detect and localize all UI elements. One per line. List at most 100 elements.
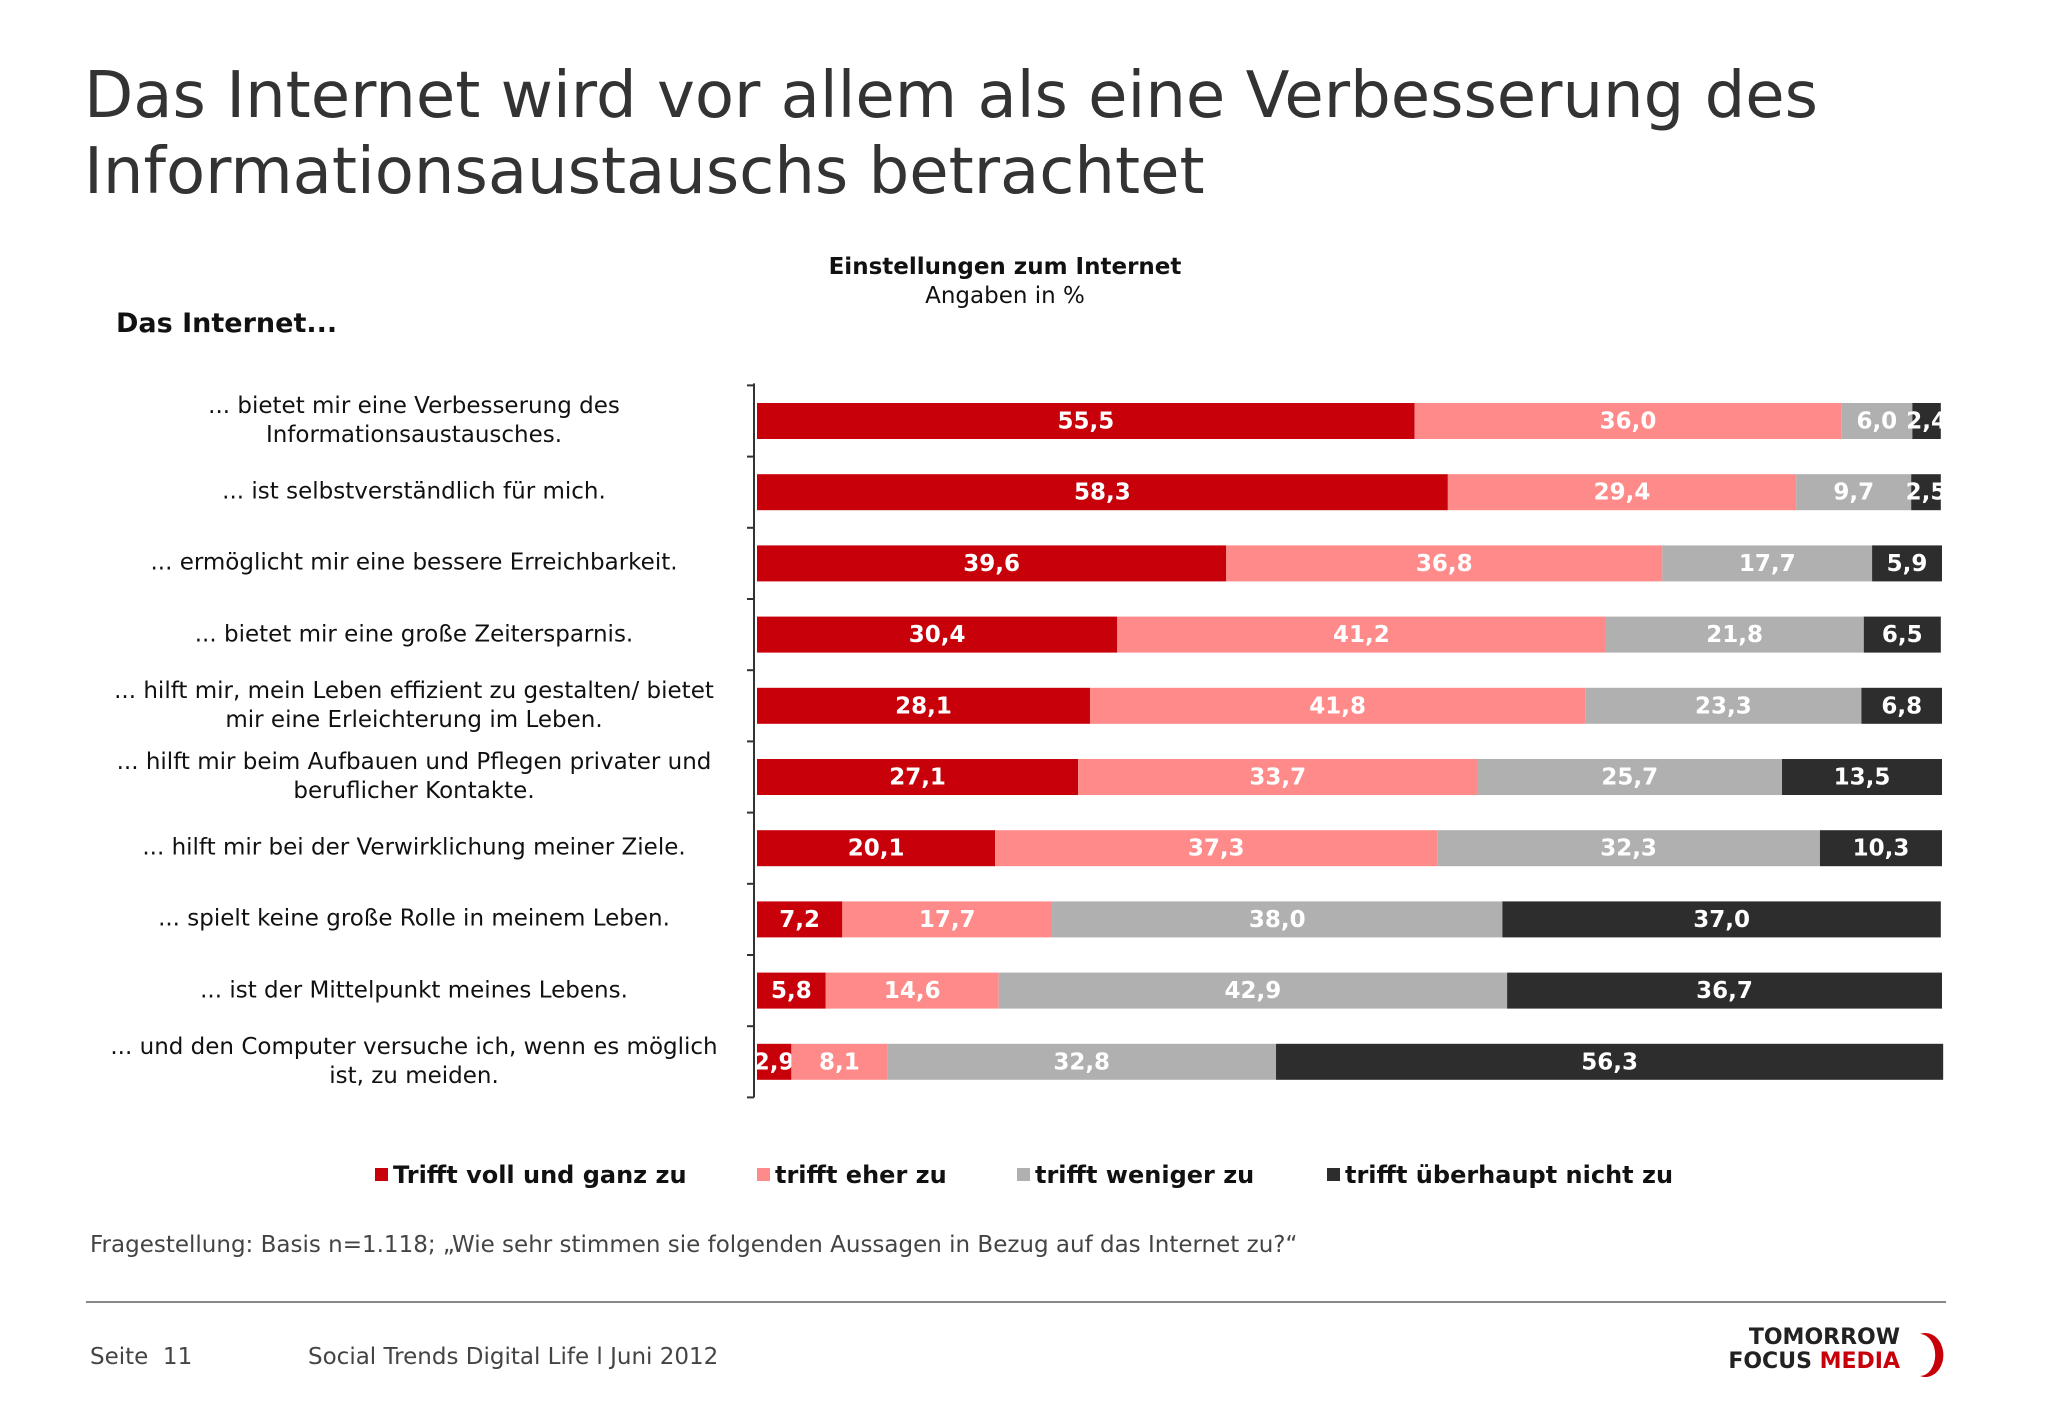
footnote: Fragestellung: Basis n=1.118; „Wie sehr …	[90, 1232, 1298, 1258]
chart-title: Einstellungen zum Internet	[828, 254, 1182, 280]
bar-segment	[825, 972, 999, 1009]
bar-segment	[757, 687, 1090, 724]
data-label: 23,3	[1695, 693, 1752, 719]
slide-title: Das Internet wird vor allem als eine Ver…	[84, 59, 1818, 209]
data-label: 37,3	[1188, 836, 1245, 862]
legend-label: Trifft voll und ganz zu	[393, 1161, 687, 1189]
data-label: 14,6	[884, 978, 941, 1004]
bar-segment	[1841, 403, 1913, 439]
bar-segment	[757, 830, 996, 867]
bar-segment	[757, 474, 1448, 511]
data-label: 10,3	[1853, 836, 1910, 862]
source: Social Trends Digital Life l Juni 2012	[308, 1344, 719, 1370]
bar-segment	[1872, 545, 1942, 582]
legend-swatch	[1327, 1168, 1340, 1181]
data-label: 9,7	[1833, 480, 1874, 506]
category-heading: Das Internet...	[116, 308, 338, 339]
legend-label: trifft eher zu	[775, 1161, 947, 1189]
data-label: 17,7	[919, 907, 976, 933]
chart-subtitle: Angaben in %	[925, 283, 1085, 309]
bar-segment	[1447, 474, 1797, 511]
bar-segment	[1662, 545, 1873, 582]
data-label: 58,3	[1074, 480, 1131, 506]
bar-segment	[1437, 830, 1820, 867]
data-label: 20,1	[848, 836, 905, 862]
data-label: 13,5	[1834, 765, 1891, 791]
data-label: 36,8	[1416, 551, 1473, 577]
data-label: 55,5	[1057, 409, 1114, 435]
bar-segment	[1796, 474, 1912, 511]
logo-text: TOMORROW	[1748, 1325, 1900, 1350]
data-label: 36,7	[1696, 978, 1753, 1004]
category-label: ... bietet mir eine große Zeitersparnis.	[194, 621, 634, 648]
data-label: 25,7	[1601, 765, 1658, 791]
bar-segment	[1052, 901, 1503, 938]
bar-segment	[842, 901, 1053, 938]
category-label: ... bietet mir eine Verbesserung des Inf…	[208, 393, 620, 448]
legend-swatch	[757, 1168, 770, 1181]
footer-rule	[86, 1301, 1946, 1303]
data-label: 39,6	[963, 551, 1020, 577]
logo-text: FOCUS MEDIA	[1700, 1350, 1900, 1374]
data-label: 30,4	[909, 622, 966, 648]
bar-segment	[1276, 1043, 1944, 1080]
data-label: 2,4	[1906, 409, 1947, 435]
data-label: 6,0	[1856, 409, 1897, 435]
bar-segment	[757, 545, 1227, 582]
bar-segment	[1089, 687, 1586, 724]
bar-segment	[757, 616, 1118, 653]
bar-segment	[1117, 616, 1606, 653]
bar-segment	[1819, 830, 1942, 867]
bar-segment	[757, 1043, 792, 1080]
bar-segment	[757, 759, 1079, 795]
data-label: 7,2	[779, 907, 820, 933]
bar-segment	[1863, 616, 1941, 653]
bar-segment	[1507, 972, 1942, 1009]
data-label: 28,1	[895, 693, 952, 719]
data-label: 17,7	[1739, 551, 1796, 577]
bar-segment	[757, 972, 826, 1009]
bar-segment	[1502, 901, 1941, 938]
legend-label: trifft überhaupt nicht zu	[1345, 1161, 1673, 1189]
category-label: ... ist der Mittelpunkt meines Lebens.	[200, 977, 628, 1004]
data-label: 5,9	[1887, 551, 1928, 577]
bar-segment	[791, 1043, 888, 1080]
data-label: 2,5	[1906, 480, 1947, 506]
data-label: 5,8	[771, 978, 812, 1004]
data-label: 42,9	[1225, 978, 1282, 1004]
bar-segment	[1414, 403, 1842, 439]
category-label: ... hilft mir beim Aufbauen und Pflegen …	[116, 749, 712, 804]
bar-segment	[1477, 759, 1783, 795]
logo-text: FOCUS	[1728, 1349, 1812, 1374]
category-label: ... ermöglicht mir eine bessere Erreichb…	[150, 549, 678, 576]
data-label: 32,3	[1600, 836, 1657, 862]
logo-text: MEDIA	[1819, 1349, 1900, 1374]
legend-swatch	[375, 1168, 388, 1181]
bar-segment	[757, 901, 843, 938]
bar-segment	[1861, 687, 1942, 724]
data-label: 41,8	[1309, 693, 1366, 719]
category-label: ... ist selbstverständlich für mich.	[222, 478, 606, 505]
data-label: 8,1	[819, 1049, 860, 1075]
bar-segment	[1585, 687, 1862, 724]
legend-label: trifft weniger zu	[1035, 1161, 1254, 1189]
data-label: 6,8	[1881, 693, 1922, 719]
bar-segment	[998, 972, 1508, 1009]
bar-segment	[1912, 403, 1941, 439]
page-number: Seite 11	[90, 1344, 193, 1370]
bar-segment	[1226, 545, 1663, 582]
data-label: 36,0	[1600, 409, 1657, 435]
data-label: 6,5	[1882, 622, 1923, 648]
bar-segment	[1605, 616, 1864, 653]
category-label: ... und den Computer versuche ich, wenn …	[110, 1033, 718, 1089]
category-label: ... hilft mir, mein Leben effizient zu g…	[114, 677, 714, 733]
data-label: 37,0	[1693, 907, 1750, 933]
data-label: 38,0	[1249, 907, 1306, 933]
data-label: 41,2	[1333, 622, 1390, 648]
data-label: 21,8	[1706, 622, 1763, 648]
legend-swatch	[1017, 1168, 1030, 1181]
bar-segment	[1078, 759, 1478, 795]
data-label: 56,3	[1581, 1049, 1638, 1075]
